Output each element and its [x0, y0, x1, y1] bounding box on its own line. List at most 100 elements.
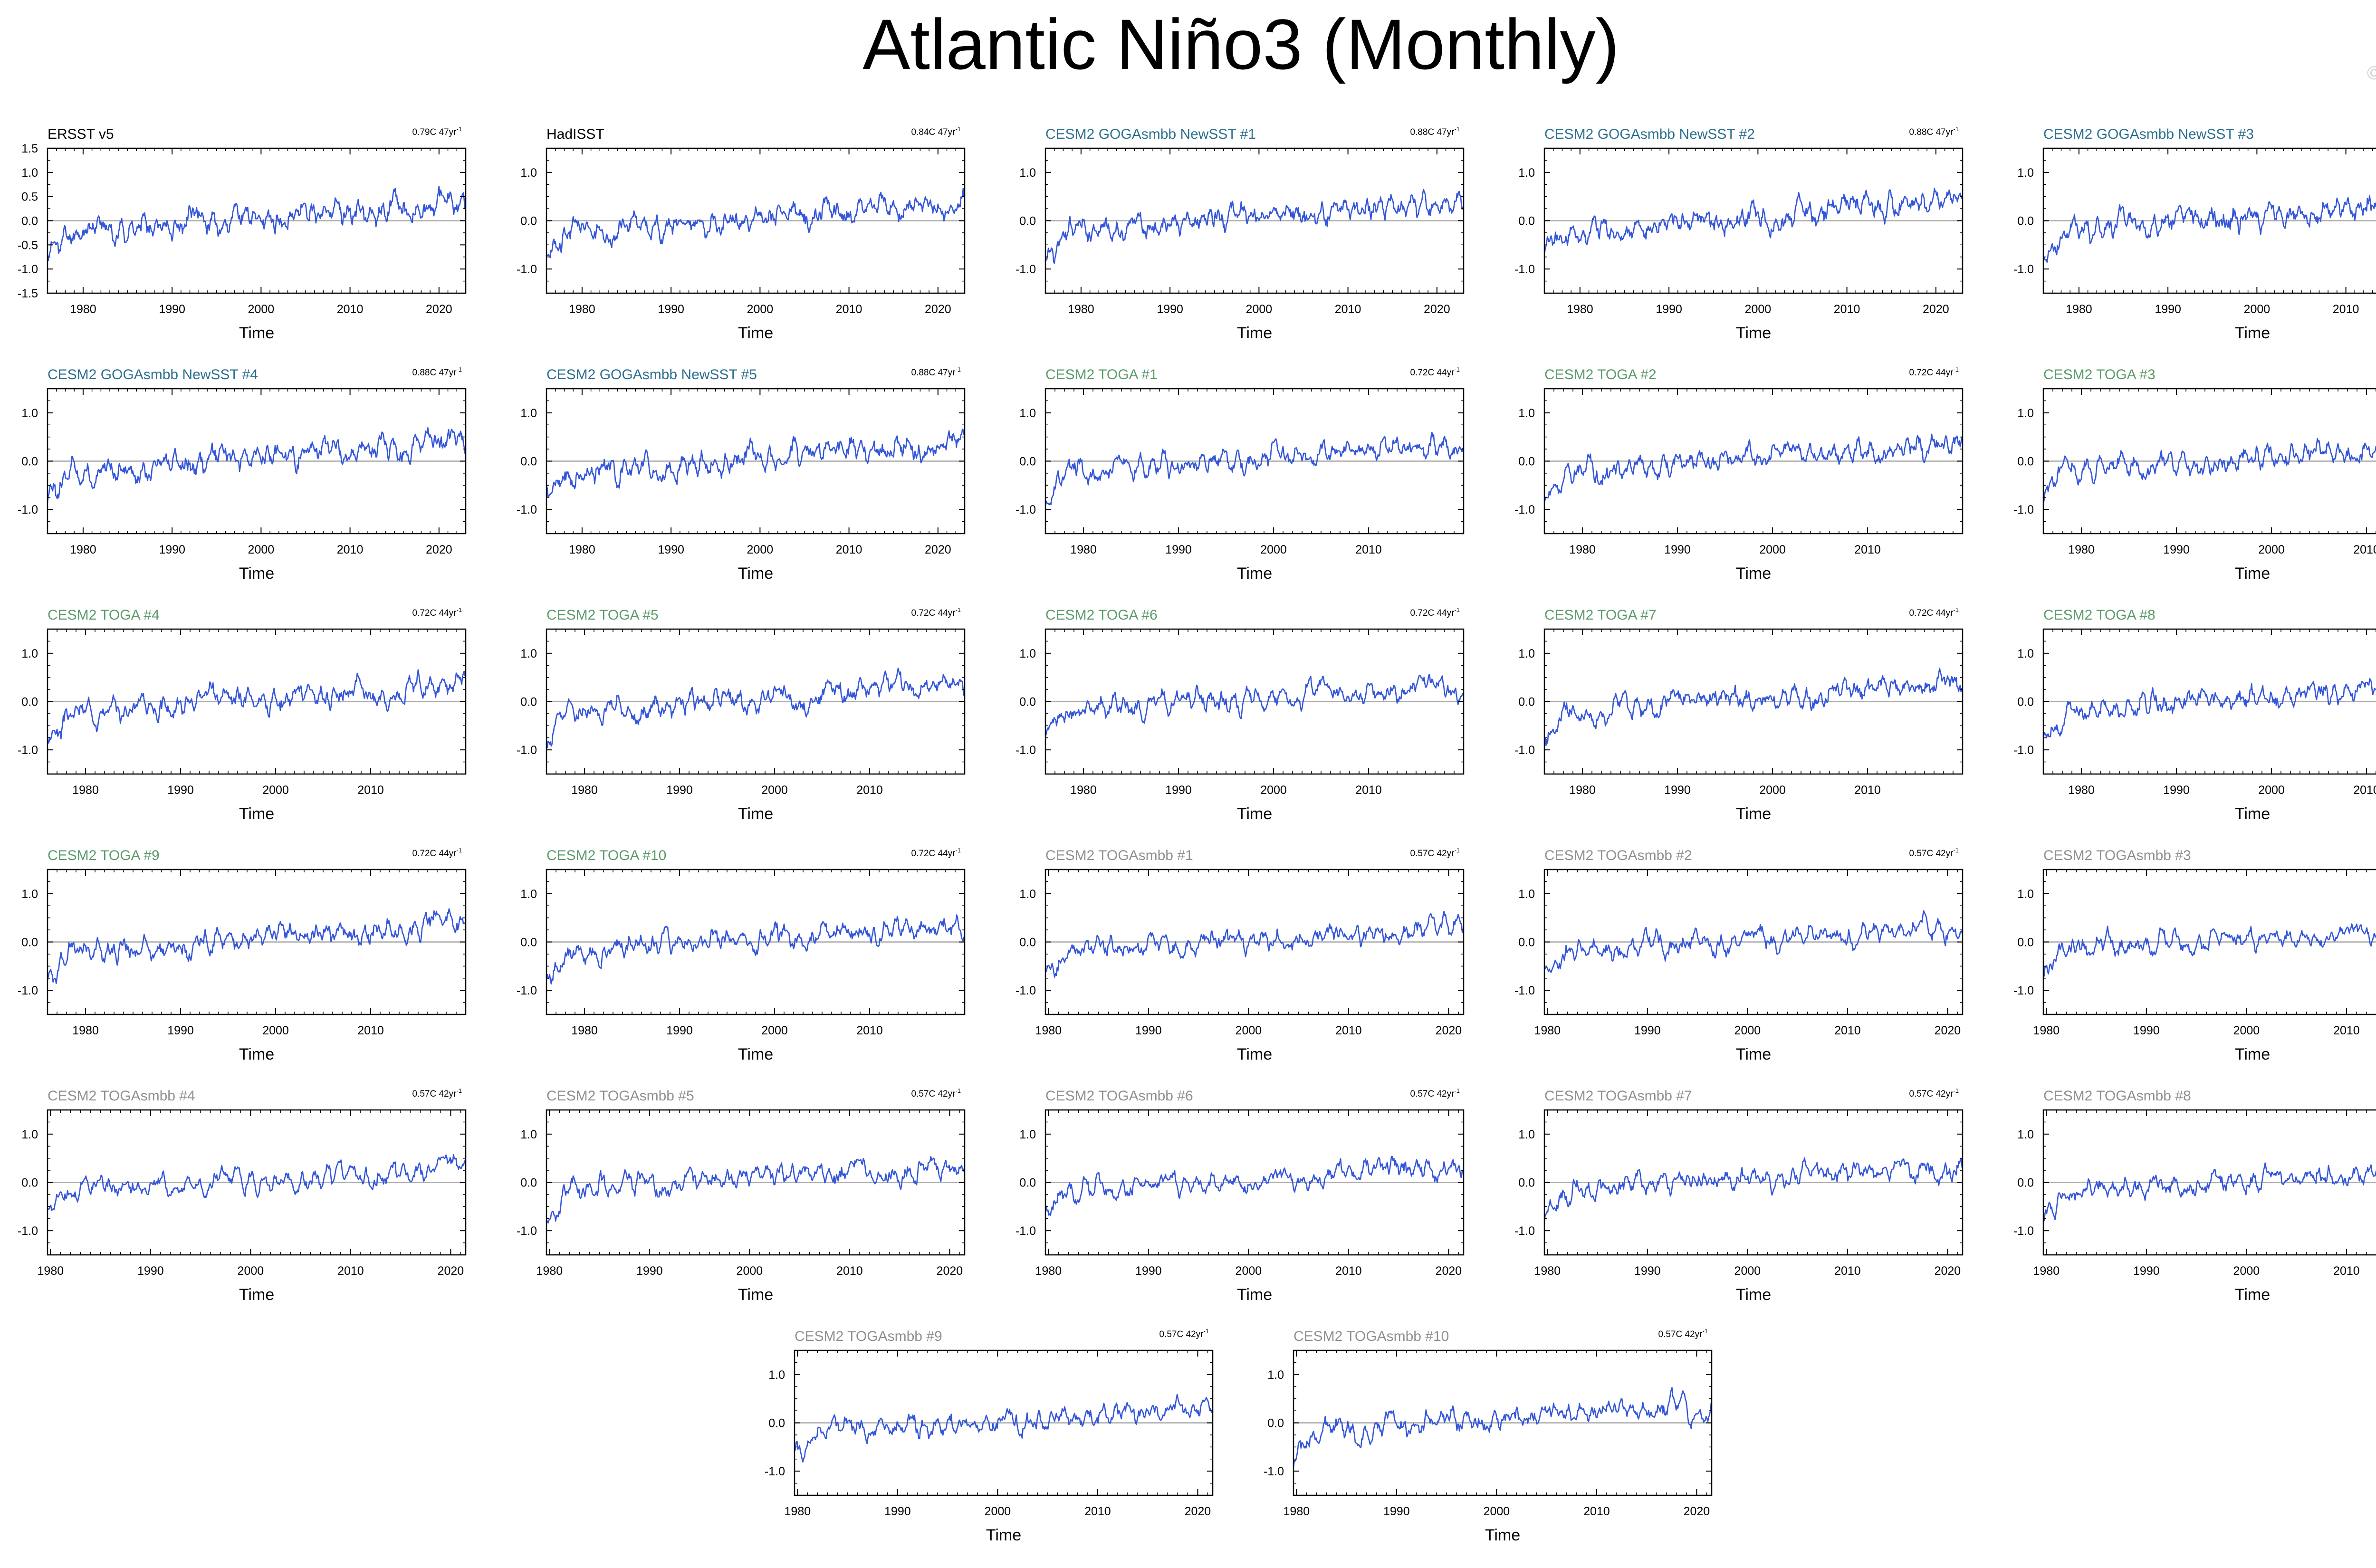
trend-stat: 0.57C 42yr-1 — [1410, 847, 1460, 859]
x-tick-label: 2000 — [1236, 1024, 1262, 1037]
x-tick-label: 2010 — [2333, 1264, 2360, 1278]
x-tick-label: 2020 — [1935, 1024, 1961, 1037]
timeseries-line — [546, 1156, 965, 1224]
x-tick-label: 2010 — [1084, 1505, 1111, 1518]
chart-panel: CESM2 TOGAsmbb #30.57C 42yr-1-1.00.01.01… — [1996, 836, 2376, 1076]
trend-stat-superscript: -1 — [1454, 847, 1460, 854]
x-tick-label: 2010 — [337, 1264, 364, 1278]
y-tick-label: 0.0 — [1518, 455, 1535, 468]
y-tick-label: -1.0 — [1514, 503, 1535, 516]
x-axis-label: Time — [738, 324, 773, 342]
chart-svg: CESM2 TOGA #1 0.72C 44yr-1 -1.0 0.0 1.0 1980 1… — [1016, 366, 1465, 583]
x-tick-label: 2000 — [1260, 784, 1287, 797]
chart-panel: CESM2 TOGAsmbb #2 0.57C 42yr-1 -1.0 0.0 1.0 1… — [1497, 836, 1972, 1076]
trend-stat-superscript: -1 — [456, 847, 462, 854]
x-tick-label: 2000 — [2258, 543, 2285, 556]
x-tick-label: 2000 — [238, 1264, 264, 1278]
panel-title: CESM2 TOGAsmbb #7 — [1544, 1088, 1692, 1104]
x-tick-label: 1980 — [2066, 303, 2092, 316]
chart-svg: CESM2 TOGA #80.72C 44yr-1-1.00.01.019801… — [2013, 607, 2376, 823]
x-tick-label: 2010 — [836, 543, 862, 556]
timeseries-line — [1544, 910, 1963, 973]
chart-svg: CESM2 GOGAsmbb NewSST #5 0.88C 47yr-1 -1.0… — [517, 366, 966, 583]
x-tick-label: 1980 — [72, 1024, 99, 1037]
y-tick-label: -1.0 — [2013, 263, 2034, 276]
panel-title: CESM2 TOGA #7 — [1544, 607, 1657, 623]
y-tick-label: 1.0 — [520, 166, 537, 180]
trend-stat-superscript: -1 — [1953, 1087, 1959, 1094]
x-tick-label: 2000 — [737, 1264, 763, 1278]
timeseries-line — [47, 185, 466, 261]
y-tick-label: 0.0 — [1019, 696, 1036, 709]
chart-svg: CESM2 TOGA #10 0.72C 44yr-1 -1.0 0.0 1.0 1980… — [517, 847, 966, 1063]
y-tick-label: 1.0 — [768, 1368, 785, 1382]
chart-panel: CESM2 TOGA #10 0.72C 44yr-1 -1.0 0.0 1.0 1980… — [499, 836, 974, 1076]
chart-svg: CESM2 GOGAsmbb NewSST #1 0.88C 47yr-1 -1.0… — [1016, 125, 1465, 342]
panel-title: CESM2 GOGAsmbb NewSST #2 — [1544, 126, 1755, 142]
x-axis-label: Time — [738, 564, 773, 583]
trend-stat-superscript: -1 — [1454, 366, 1460, 373]
x-tick-label: 1990 — [159, 543, 185, 556]
x-tick-label: 1990 — [2155, 303, 2181, 316]
timeseries-line — [2043, 195, 2376, 263]
y-tick-label: 1.0 — [1518, 1128, 1535, 1141]
timeseries-line — [546, 429, 965, 498]
y-tick-label: 0.0 — [520, 215, 537, 228]
y-tick-label: 1.0 — [520, 888, 537, 901]
chart-svg: CESM2 TOGAsmbb #30.57C 42yr-1-1.00.01.01… — [2013, 848, 2376, 1063]
x-tick-label: 2010 — [2353, 543, 2376, 556]
panel-title: CESM2 TOGAsmbb #2 — [1544, 848, 1692, 863]
trend-stat: 0.88C 47yr-1 — [1909, 125, 1959, 137]
x-tick-label: 1980 — [569, 543, 595, 556]
x-axis-label: Time — [738, 1045, 773, 1063]
x-tick-label: 1980 — [2068, 543, 2095, 556]
chart-panel: HadISST 0.84C 47yr-1 -1.0 0.0 1.0 1980 1990 200… — [499, 115, 974, 355]
x-tick-label: 2020 — [1424, 303, 1450, 316]
trend-stat-superscript: -1 — [955, 606, 961, 613]
chart-panel: CESM2 TOGAsmbb #1 0.57C 42yr-1 -1.0 0.0 1.0 1… — [998, 836, 1473, 1076]
trend-stat: 0.57C 42yr-1 — [1410, 1087, 1460, 1099]
y-tick-label: -1.0 — [1016, 1224, 1036, 1238]
timeseries-line — [2042, 923, 2376, 979]
y-tick-label: 1.0 — [21, 1128, 38, 1141]
trend-stat-superscript: -1 — [1454, 125, 1460, 133]
x-axis-label: Time — [239, 1286, 274, 1304]
chart-panel: CESM2 GOGAsmbb NewSST #5 0.88C 47yr-1 -1.0… — [499, 355, 974, 595]
x-tick-label: 1990 — [1634, 1264, 1661, 1278]
x-tick-label: 2000 — [747, 303, 774, 316]
y-tick-label: 1.0 — [1518, 888, 1535, 901]
y-tick-label: 0.0 — [520, 1176, 537, 1190]
y-tick-label: 0.0 — [1019, 215, 1036, 228]
x-axis-label: Time — [1736, 1286, 1771, 1304]
panel-title: CESM2 TOGA #8 — [2043, 607, 2156, 623]
y-tick-label: 0.0 — [2017, 455, 2034, 468]
chart-svg: CESM2 TOGAsmbb #6 0.57C 42yr-1 -1.0 0.0 1.0 1… — [1016, 1087, 1465, 1304]
y-tick-label: 1.0 — [2017, 407, 2034, 420]
y-tick-label: 0.0 — [768, 1417, 785, 1430]
panel-title: ERSST v5 — [48, 126, 114, 142]
chart-svg: CESM2 GOGAsmbb NewSST #30.88C 47yr-1-1.0… — [2013, 126, 2376, 342]
x-tick-label: 2010 — [1854, 784, 1881, 797]
chart-panel: CESM2 TOGA #4 0.72C 44yr-1 -1.0 0.0 1.0 1980 1… — [0, 596, 475, 836]
x-tick-label: 2010 — [1854, 543, 1881, 556]
trend-stat-superscript: -1 — [1953, 125, 1959, 133]
x-tick-label: 2000 — [761, 1024, 788, 1037]
trend-stat-superscript: -1 — [955, 1087, 961, 1094]
x-axis-label: Time — [1736, 1045, 1771, 1063]
y-tick-label: 1.0 — [2017, 1128, 2034, 1141]
x-tick-label: 2020 — [426, 303, 452, 316]
x-tick-label: 2000 — [747, 543, 774, 556]
trend-stat: 0.72C 44yr-1 — [911, 847, 961, 859]
y-tick-label: 1.0 — [520, 1128, 537, 1141]
y-tick-label: 0.0 — [1267, 1417, 1284, 1430]
y-tick-label: -1.0 — [1264, 1465, 1284, 1478]
chart-svg: HadISST 0.84C 47yr-1 -1.0 0.0 1.0 1980 1990 200… — [517, 125, 966, 342]
x-tick-label: 2020 — [1684, 1505, 1710, 1518]
x-tick-label: 1980 — [1070, 543, 1097, 556]
x-tick-label: 1990 — [167, 1024, 194, 1037]
credit-watermark: © CVDP-LE — [2366, 63, 2376, 84]
x-axis-label: Time — [1237, 324, 1272, 342]
x-tick-label: 2010 — [357, 1024, 384, 1037]
chart-panel: CESM2 TOGA #2 0.72C 44yr-1 -1.0 0.0 1.0 1980 1… — [1497, 355, 1972, 595]
y-tick-label: -1.0 — [1016, 984, 1036, 997]
